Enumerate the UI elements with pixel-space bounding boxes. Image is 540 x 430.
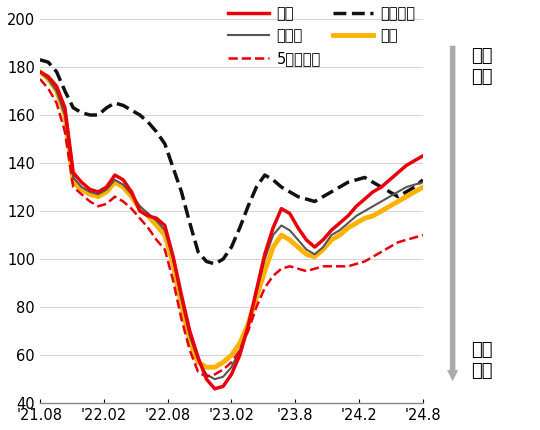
Legend: 서울, 수도권, 5개광역시, 기타지방, 전국: 서울, 수도권, 5개광역시, 기타지방, 전국 bbox=[228, 6, 416, 66]
Text: 공급
부족: 공급 부족 bbox=[471, 47, 493, 86]
Text: 공급
충분: 공급 충분 bbox=[471, 341, 493, 380]
